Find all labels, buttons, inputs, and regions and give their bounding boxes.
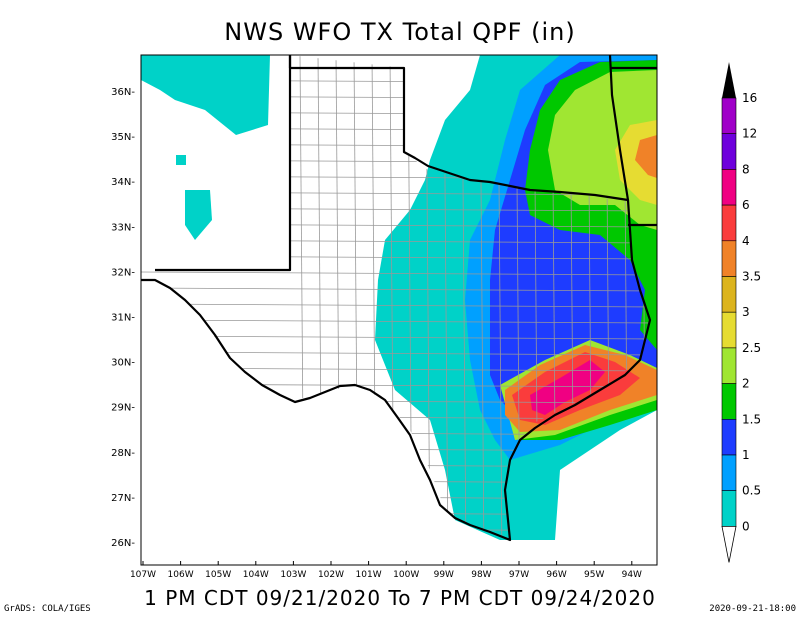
lon-label: 107W xyxy=(130,570,156,580)
footer-credit: GrADS: COLA/IGES xyxy=(4,604,91,614)
legend-label: 12 xyxy=(742,127,757,141)
lon-label: 96W xyxy=(546,570,566,580)
legend-label: 3 xyxy=(742,305,750,319)
map-frame-border xyxy=(140,54,658,566)
lat-label: 28N- xyxy=(111,448,135,459)
lon-label: 97W xyxy=(509,570,529,580)
lon-label: 94W xyxy=(622,570,642,580)
legend-swatch xyxy=(721,97,737,135)
lat-label: 30N- xyxy=(111,358,135,369)
lon-label: 99W xyxy=(434,570,454,580)
legend-swatch xyxy=(721,204,737,242)
lat-label: 36N- xyxy=(111,87,135,98)
lat-label: 35N- xyxy=(111,132,135,143)
lon-label: 103W xyxy=(280,570,306,580)
lat-label: 26N- xyxy=(111,538,135,549)
legend-swatch xyxy=(721,311,737,349)
precip-nm-dot xyxy=(176,155,186,165)
lon-label: 100W xyxy=(393,570,419,580)
nm-tx-border xyxy=(155,55,292,272)
legend-bottom-arrow xyxy=(721,526,737,563)
legend-label: 16 xyxy=(742,91,757,105)
precip-nm-cyan xyxy=(141,55,270,135)
lon-label: 95W xyxy=(584,570,604,580)
state-boundaries xyxy=(141,54,657,542)
color-legend: 16 12 8 6 4 3.5 3 2.5 2 1.5 1 0.5 0 xyxy=(721,62,761,563)
lon-label: 101W xyxy=(356,570,382,580)
lon-label: 106W xyxy=(168,570,194,580)
legend-swatch xyxy=(721,418,737,456)
legend-label: 3.5 xyxy=(742,270,761,284)
legend-label: 0 xyxy=(742,519,750,533)
legend-label: 1 xyxy=(742,448,750,462)
legend-swatch xyxy=(721,490,737,527)
legend-swatch xyxy=(721,276,737,313)
lat-axis: 36N- 35N- 34N- 33N- 32N- 31N- 30N- 29N- 28N- 27N-… xyxy=(111,87,135,549)
legend-label: 1.5 xyxy=(742,412,761,426)
legend-swatch xyxy=(721,169,737,206)
lat-label: 34N- xyxy=(111,177,135,188)
legend-label: 2.5 xyxy=(742,341,761,355)
footer-timestamp: 2020-09-21-18:00 xyxy=(709,604,796,614)
ok-la-border xyxy=(608,54,630,201)
precip-nm-small xyxy=(185,190,212,240)
lon-label: 98W xyxy=(471,570,491,580)
legend-swatch xyxy=(721,240,737,277)
legend-label: 0.5 xyxy=(742,484,761,498)
texas-border xyxy=(141,55,652,542)
legend-top-arrow xyxy=(722,62,736,98)
legend-swatch xyxy=(721,383,737,420)
legend-label: 6 xyxy=(742,198,750,212)
lon-label: 102W xyxy=(318,570,344,580)
lat-label: 33N- xyxy=(111,222,135,233)
legend-label: 8 xyxy=(742,162,750,176)
precip-fields xyxy=(141,55,657,540)
lat-label: 29N- xyxy=(111,403,135,414)
lat-label: 32N- xyxy=(111,267,135,278)
lon-axis: 107W 106W 105W 104W 103W 102W 101W 100W 99W 98W 97… xyxy=(130,561,642,580)
precip-orange-ne xyxy=(635,135,657,178)
precip-ltgreen xyxy=(548,70,657,230)
legend-label: 2 xyxy=(742,377,750,391)
map-subtitle: 1 PM CDT 09/21/2020 To 7 PM CDT 09/24/20… xyxy=(144,586,656,610)
legend-label: 4 xyxy=(742,234,750,248)
lat-label: 31N- xyxy=(111,313,135,324)
precip-magenta xyxy=(530,360,605,415)
legend-swatch xyxy=(721,454,737,492)
lon-label: 105W xyxy=(205,570,231,580)
lon-label: 104W xyxy=(243,570,269,580)
lat-label: 27N- xyxy=(111,493,135,504)
legend-swatch xyxy=(721,133,737,170)
legend-swatch xyxy=(721,347,737,384)
map-title: NWS WFO TX Total QPF (in) xyxy=(224,18,576,46)
